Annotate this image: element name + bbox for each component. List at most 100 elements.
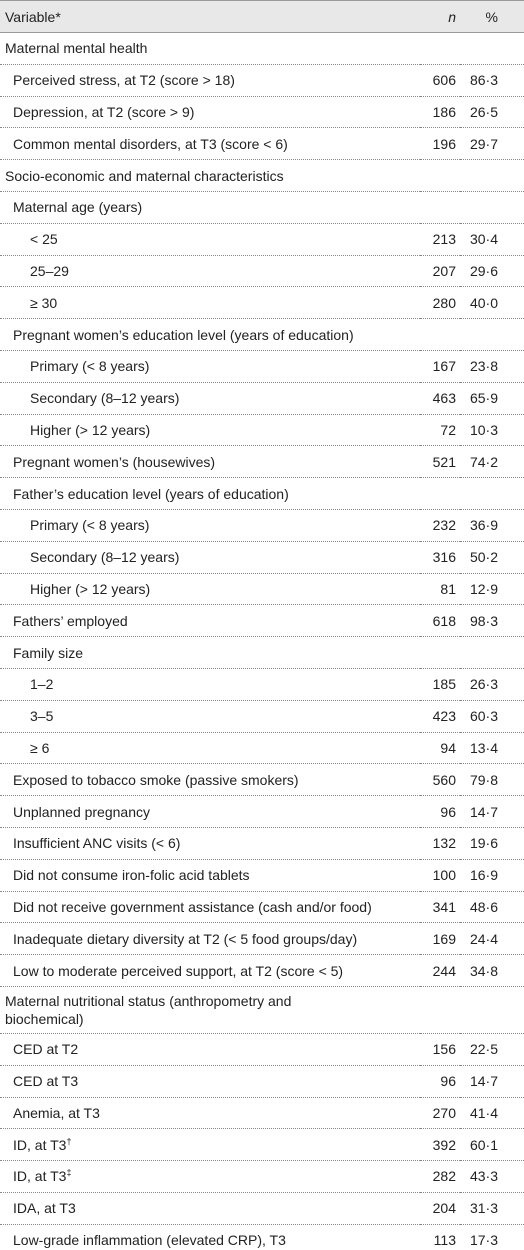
label-cell: Anemia, at T3 [0, 1097, 420, 1130]
n-cell: 232 [420, 509, 460, 542]
pct-cell: 31·3 [460, 1192, 524, 1225]
label-cell: Depression, at T2 (score > 9) [0, 96, 420, 129]
label-cell: Pregnant women’s (housewives) [0, 445, 420, 479]
label-cell: CED at T2 [0, 1033, 420, 1066]
table-row: Pregnant women’s education level (years … [0, 318, 524, 351]
table-row: 1–2 185 26·3 [0, 668, 524, 701]
table-row: ≥ 6 94 13·4 [0, 732, 524, 765]
n-cell: 186 [420, 96, 460, 129]
table-row: ID, at T3‡ 282 43·3 [0, 1160, 524, 1193]
n-cell: 156 [420, 1033, 460, 1066]
table-row: Maternal mental health [0, 32, 524, 65]
label-cell: Maternal age (years) [0, 191, 420, 224]
table-row: Low-grade inflammation (elevated CRP), T… [0, 1224, 524, 1250]
n-cell: 392 [420, 1128, 460, 1162]
pct-cell: 12·9 [460, 573, 524, 606]
n-cell: 244 [420, 954, 460, 987]
table-row: Low to moderate perceived support, at T2… [0, 954, 524, 987]
n-cell: 423 [420, 700, 460, 733]
pct-cell: 23·8 [460, 350, 524, 383]
pct-cell: 16·9 [460, 859, 524, 892]
pct-cell: 41·4 [460, 1097, 524, 1130]
label-cell: Pregnant women’s education level (years … [0, 318, 420, 351]
pct-cell: 60·3 [460, 700, 524, 733]
label-text: ≥ 30 [30, 294, 58, 311]
label-cell: < 25 [0, 223, 420, 256]
label-cell: Maternal mental health [0, 32, 420, 65]
table-row: ≥ 30 280 40·0 [0, 286, 524, 320]
label-cell: 25–29 [0, 255, 420, 288]
label-cell: Primary (< 8 years) [0, 509, 420, 542]
label-text: 25–29 [30, 262, 69, 279]
label-text: 3–5 [30, 708, 54, 725]
pct-cell: 30·4 [460, 223, 524, 256]
label-text: Maternal nutritional status (anthropomet… [5, 992, 292, 1027]
label-cell: Family size [0, 636, 420, 669]
label-text: < 25 [30, 231, 58, 248]
n-cell: 113 [420, 1224, 460, 1250]
pct-cell [460, 159, 524, 192]
n-cell [420, 986, 460, 1034]
pct-cell: 19·6 [460, 827, 524, 860]
table-row: Fathers’ employed 618 98·3 [0, 604, 524, 638]
pct-cell [460, 32, 524, 65]
pct-cell: 10·3 [460, 414, 524, 447]
n-cell: 521 [420, 445, 460, 479]
n-cell: 270 [420, 1097, 460, 1130]
label-cell: Inadequate dietary diversity at T2 (< 5 … [0, 922, 420, 956]
pct-cell: 50·2 [460, 541, 524, 574]
n-cell [420, 191, 460, 224]
label-text: Inadequate dietary diversity at T2 (< 5 … [13, 930, 358, 947]
label-cell: Unplanned pregnancy [0, 795, 420, 828]
pct-cell: 60·1 [460, 1128, 524, 1162]
label-cell: CED at T3 [0, 1065, 420, 1098]
label-text: Maternal mental health [5, 40, 148, 57]
label-text: Father’s education level (years of educa… [13, 485, 289, 502]
n-cell: 185 [420, 668, 460, 701]
table-row: Did not receive government assistance (c… [0, 891, 524, 924]
label-text: Secondary (8–12 years) [30, 549, 180, 566]
n-cell: 213 [420, 223, 460, 256]
pct-cell: 14·7 [460, 1065, 524, 1098]
label-text: Low to moderate perceived support, at T2… [13, 962, 344, 979]
n-cell: 560 [420, 763, 460, 797]
header-row: Variable* n % [0, 0, 524, 33]
label-text: Pregnant women’s (housewives) [13, 453, 216, 470]
table-row: Common mental disorders, at T3 (score < … [0, 127, 524, 161]
n-cell: 316 [420, 541, 460, 574]
header-cell: n [420, 0, 460, 33]
label-text: Perceived stress, at T2 (score > 18) [13, 72, 235, 89]
label-cell: Fathers’ employed [0, 604, 420, 638]
table-row: Socio-economic and maternal characterist… [0, 159, 524, 192]
label-cell: Perceived stress, at T2 (score > 18) [0, 64, 420, 97]
pct-cell: 29·6 [460, 255, 524, 288]
n-cell: 72 [420, 414, 460, 447]
label-cell: Higher (> 12 years) [0, 573, 420, 606]
label-text: Low-grade inflammation (elevated CRP), T… [13, 1232, 286, 1249]
n-cell: 167 [420, 350, 460, 383]
pct-cell [460, 318, 524, 351]
pct-cell: 40·0 [460, 286, 524, 320]
table-row: CED at T3 96 14·7 [0, 1065, 524, 1098]
label-text: Common mental disorders, at T3 (score < … [13, 135, 288, 152]
n-cell: 96 [420, 795, 460, 828]
label-text: Anemia, at T3 [13, 1104, 100, 1121]
pct-cell [460, 986, 524, 1034]
table-row: Did not consume iron-folic acid tablets 1… [0, 859, 524, 892]
label-text: Higher (> 12 years) [30, 421, 151, 438]
label-text: CED at T2 [13, 1041, 79, 1058]
label-cell: Did not consume iron-folic acid tablets [0, 859, 420, 892]
n-cell: 132 [420, 827, 460, 860]
table-row: Family size [0, 636, 524, 669]
pct-cell: 86·3 [460, 64, 524, 97]
n-cell [420, 477, 460, 510]
pct-cell [460, 636, 524, 669]
label-text: Did not consume iron-folic acid tablets [13, 867, 250, 884]
label-text: Insufficient ANC visits (< 6) [13, 835, 181, 852]
n-cell [420, 159, 460, 192]
n-cell: 169 [420, 922, 460, 956]
n-cell: 280 [420, 286, 460, 320]
table-row: Maternal age (years) [0, 191, 524, 224]
pct-cell: 48·6 [460, 891, 524, 924]
